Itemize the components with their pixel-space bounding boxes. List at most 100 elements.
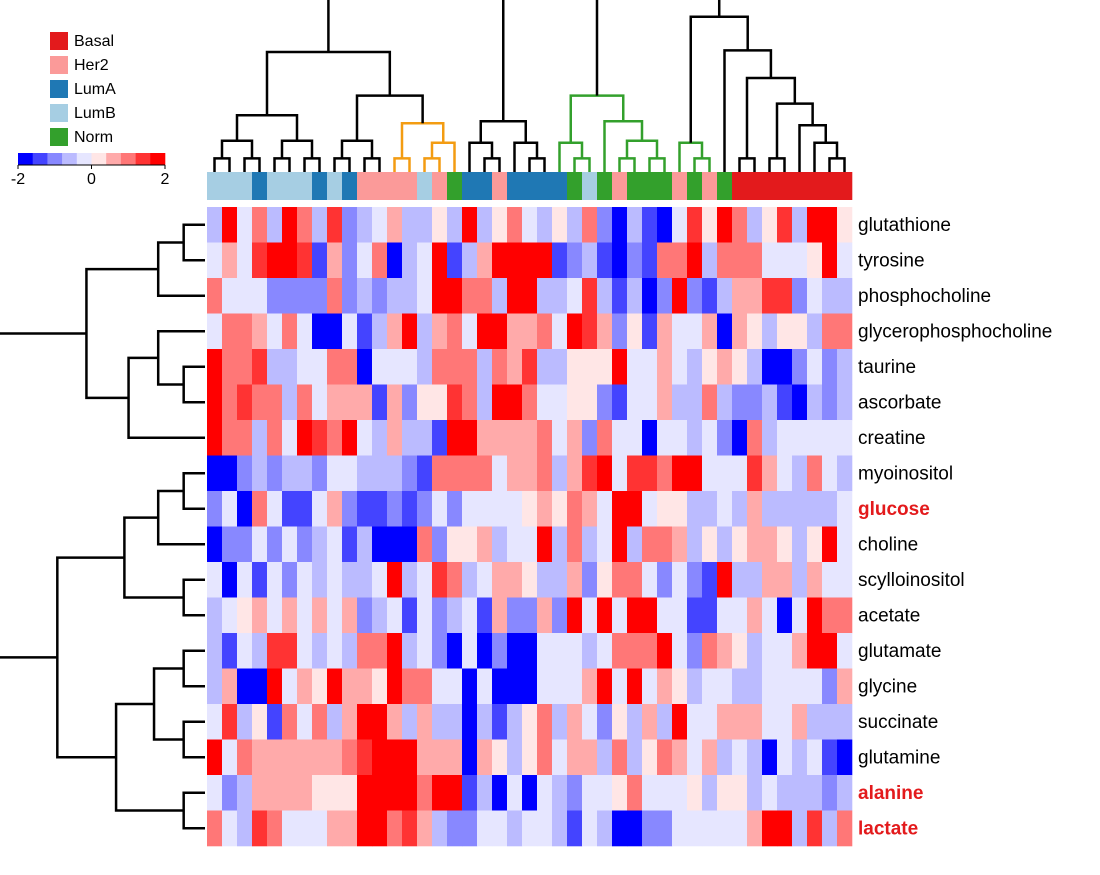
heatmap-cell	[777, 633, 793, 669]
annotation-cell	[387, 172, 403, 200]
heatmap-cell	[372, 349, 388, 385]
heatmap-cell	[582, 384, 598, 421]
row-label: glutamate	[858, 641, 941, 662]
heatmap-cell	[402, 349, 418, 385]
heatmap-cell	[522, 633, 538, 669]
heatmap-cell	[732, 704, 748, 740]
heatmap-cell	[837, 526, 853, 563]
heatmap-cell	[297, 633, 313, 669]
heatmap-cell	[822, 633, 838, 669]
heatmap-cell	[807, 668, 823, 705]
row-label: lactate	[858, 818, 918, 839]
heatmap-cell	[222, 278, 238, 314]
dendrogram-link	[280, 139, 314, 159]
heatmap-cell	[387, 562, 403, 598]
heatmap-cell	[717, 562, 733, 598]
heatmap-cell	[732, 810, 748, 847]
heatmap-cell	[747, 242, 763, 279]
heatmap-cell	[777, 704, 793, 740]
heatmap-cell	[357, 455, 373, 492]
heatmap-cell	[432, 739, 448, 776]
heatmap-cell	[387, 526, 403, 563]
heatmap-cell	[642, 455, 658, 492]
heatmap-cell	[822, 278, 838, 314]
heatmap-cell	[357, 775, 373, 811]
heatmap-cell	[222, 739, 238, 776]
dendrogram-link	[156, 489, 205, 546]
heatmap-cell	[837, 491, 853, 527]
heatmap-cell	[447, 278, 463, 314]
heatmap-cell	[792, 420, 808, 456]
heatmap-cell	[687, 633, 703, 669]
heatmap-cell	[597, 384, 613, 421]
annotation-cell	[717, 172, 733, 200]
heatmap-cell	[462, 349, 478, 385]
heatmap-cell	[612, 420, 628, 456]
heatmap-cell	[507, 207, 523, 243]
dendrogram-link	[156, 330, 205, 386]
heatmap-cell	[672, 278, 688, 314]
heatmap-cell	[492, 562, 508, 598]
heatmap-cell	[747, 775, 763, 811]
heatmap-cell	[762, 278, 778, 314]
heatmap-cell	[462, 526, 478, 563]
heatmap-cell	[657, 597, 673, 634]
heatmap-cell	[657, 313, 673, 350]
heatmap-cell	[732, 633, 748, 669]
heatmap-cell	[537, 313, 553, 350]
heatmap-cell	[477, 455, 493, 492]
heatmap-cell	[387, 242, 403, 279]
heatmap-cell	[837, 704, 853, 740]
heatmap-cell	[627, 491, 643, 527]
heatmap-cell	[717, 633, 733, 669]
heatmap-cell	[552, 704, 568, 740]
heatmap-cell	[687, 455, 703, 492]
heatmap-cell	[567, 739, 583, 776]
heatmap-cell	[717, 278, 733, 314]
heatmap-cell	[732, 562, 748, 598]
row-label: glycine	[858, 676, 917, 697]
heatmap-cell	[762, 597, 778, 634]
heatmap-cell	[432, 562, 448, 598]
heatmap-cell	[447, 562, 463, 598]
heatmap-cell	[627, 242, 643, 279]
heatmap-cell	[642, 597, 658, 634]
annotation-cell	[687, 172, 703, 200]
heatmap-cell	[522, 526, 538, 563]
heatmap-cell	[612, 633, 628, 669]
heatmap-cell	[372, 739, 388, 776]
heatmap-cell	[237, 739, 253, 776]
heatmap-cell	[447, 349, 463, 385]
heatmap-cell	[372, 810, 388, 847]
heatmap-cell	[252, 384, 268, 421]
heatmap-cell	[327, 384, 343, 421]
dendrogram-link	[340, 139, 374, 159]
heatmap-cell	[312, 739, 328, 776]
heatmap-cell	[657, 491, 673, 527]
heatmap-cell	[567, 633, 583, 669]
heatmap-cell	[537, 704, 553, 740]
heatmap-cell	[312, 313, 328, 350]
heatmap-cell	[282, 597, 298, 634]
heatmap-cell	[762, 526, 778, 563]
heatmap-cell	[357, 384, 373, 421]
heatmap-cell	[567, 597, 583, 634]
heatmap-cell	[282, 775, 298, 811]
heatmap-cell	[612, 775, 628, 811]
heatmap-cell	[537, 278, 553, 314]
heatmap-cell	[477, 526, 493, 563]
heatmap-cell	[597, 668, 613, 705]
heatmap-cell	[612, 526, 628, 563]
heatmap-cell	[552, 562, 568, 598]
heatmap-cell	[267, 207, 283, 243]
dendrogram-link	[423, 157, 441, 172]
dendrogram-link	[56, 556, 125, 759]
heatmap-cell	[312, 633, 328, 669]
heatmap-cell	[627, 704, 643, 740]
heatmap-cell	[312, 384, 328, 421]
heatmap-cell	[642, 207, 658, 243]
heatmap-cell	[522, 207, 538, 243]
heatmap-cell	[492, 526, 508, 563]
heatmap-cell	[732, 207, 748, 243]
heatmap-cell	[567, 668, 583, 705]
